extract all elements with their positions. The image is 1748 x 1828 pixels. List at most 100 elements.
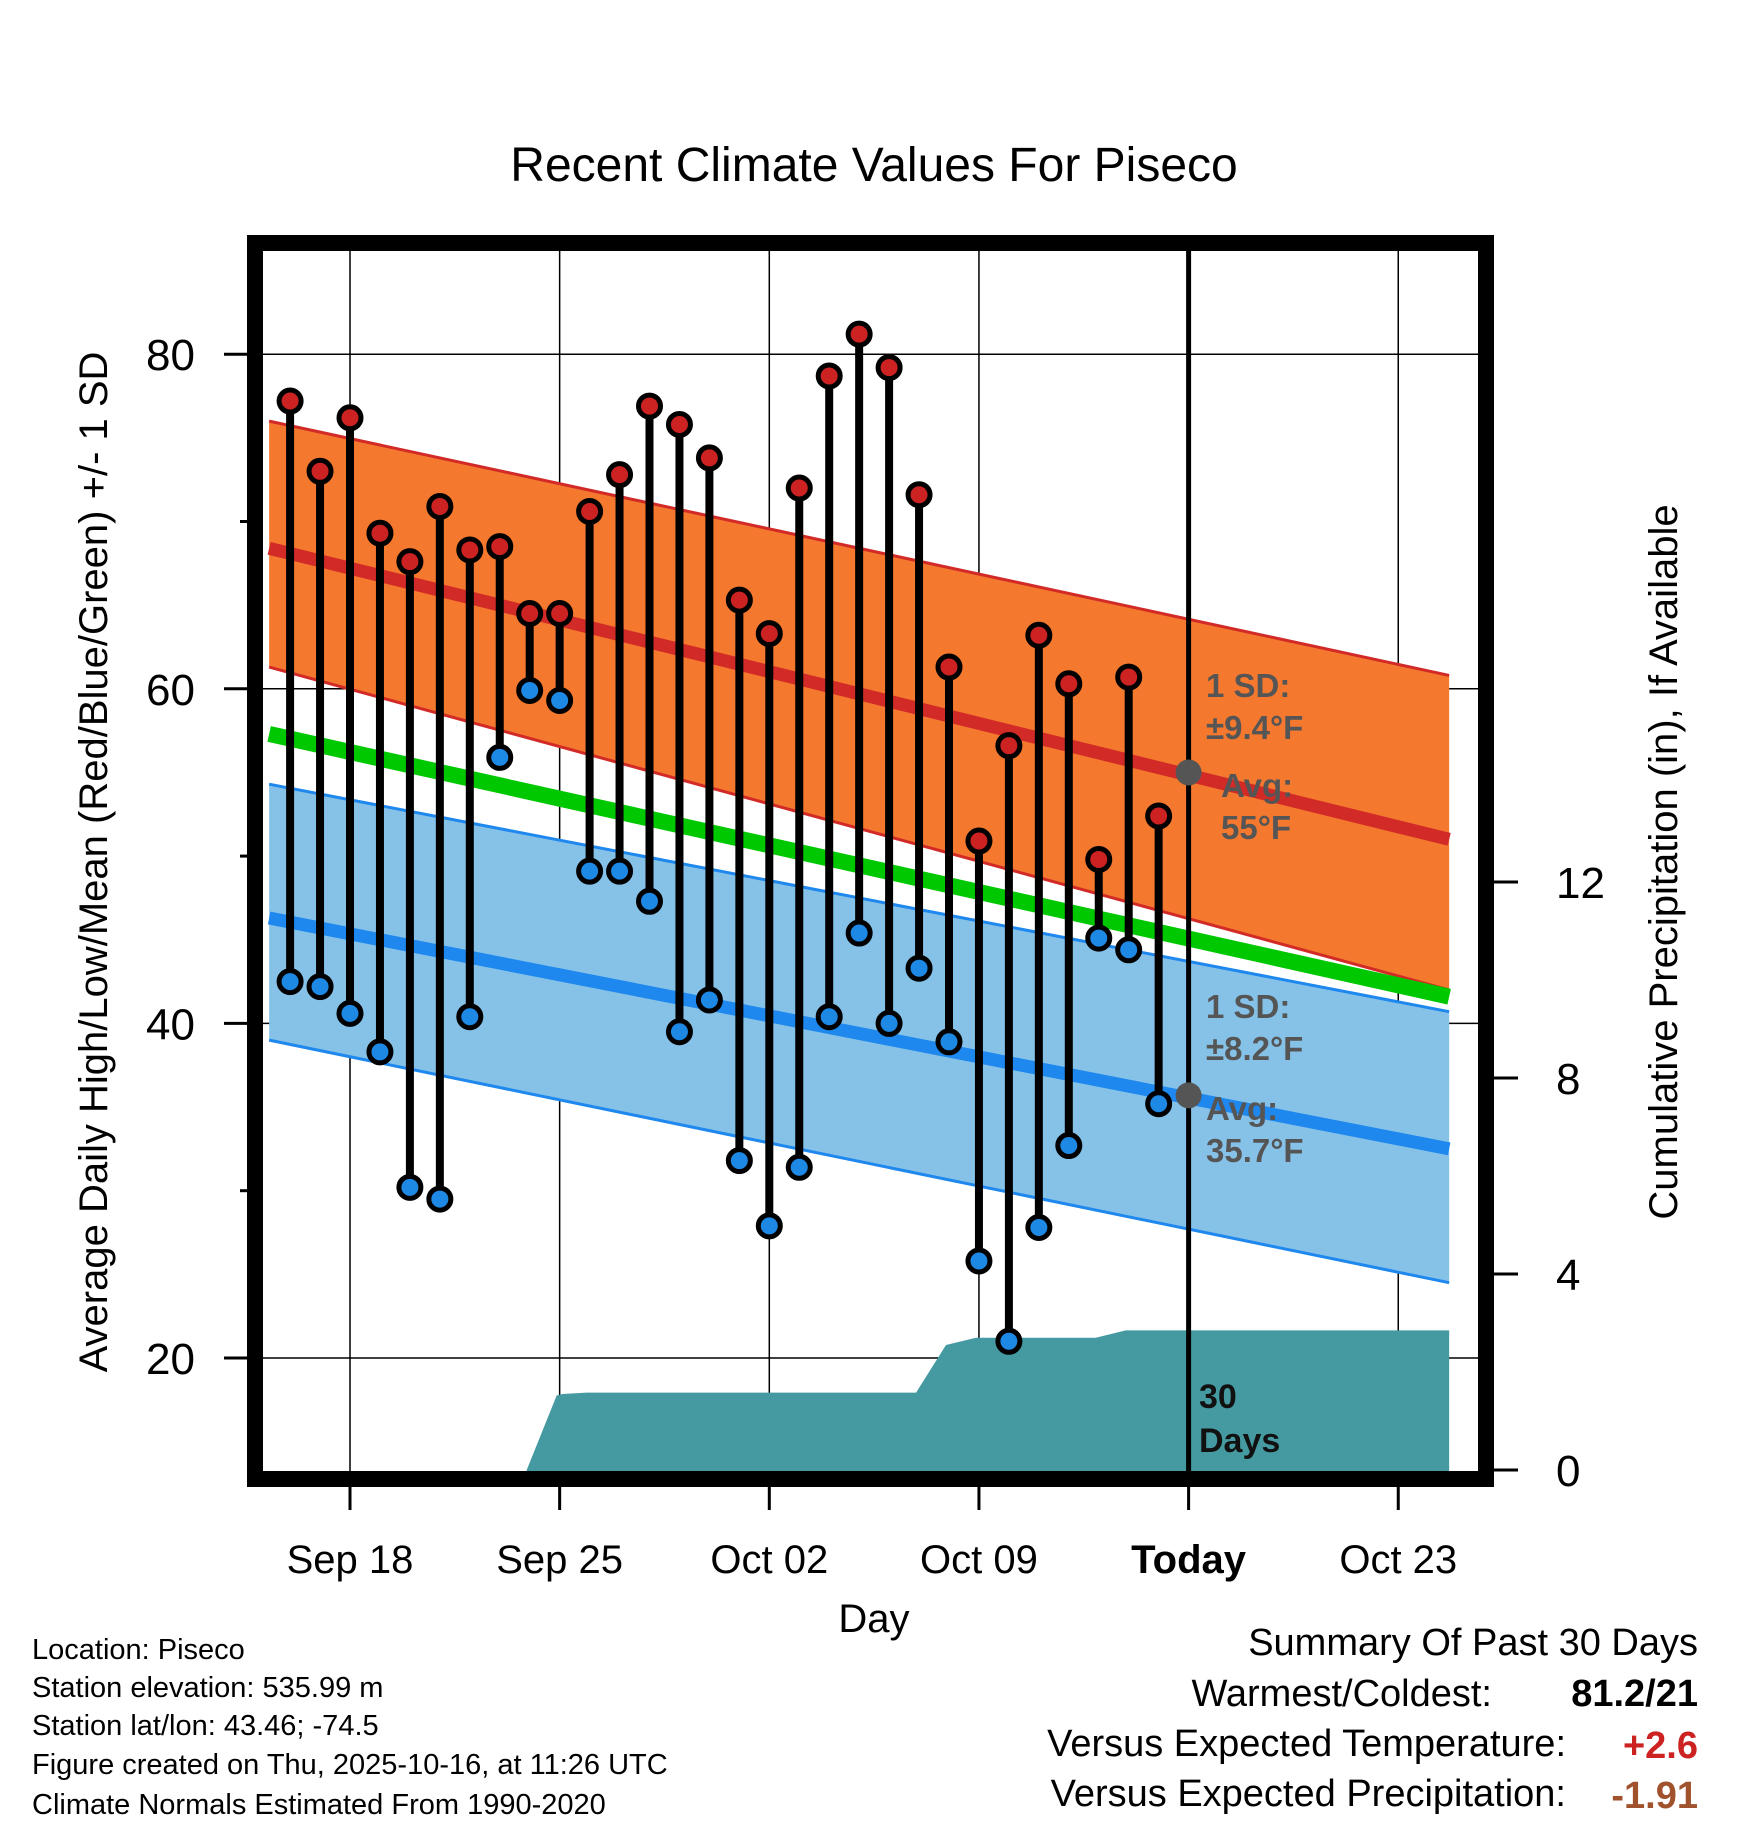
y-tick-label: 60: [146, 666, 195, 715]
y-axis-label: Average Daily High/Low/Mean (Red/Blue/Gr…: [72, 352, 116, 1373]
low-point: [695, 986, 723, 1014]
x-tick-label: Oct 02: [710, 1538, 828, 1582]
plot-area: 1 SD: ±9.4°F Avg: 55°F 1 SD: ±8.2°F Avg: 35.7°F…: [263, 251, 1478, 1471]
precip-vs-expected-label: Versus Expected Precipitation:: [1050, 1773, 1566, 1815]
high-sd-value: ±9.4°F: [1206, 709, 1303, 746]
high-point: [995, 732, 1023, 760]
x-tick-label: Today: [1131, 1538, 1247, 1582]
low-point: [1145, 1090, 1173, 1118]
low-point: [755, 1212, 783, 1240]
footer-created: Figure created on Thu, 2025-10-16, at 11…: [32, 1749, 668, 1781]
footer-elevation: Station elevation: 535.99 m: [32, 1672, 384, 1704]
high-point: [426, 492, 454, 520]
high-point: [516, 600, 544, 628]
low-point: [396, 1173, 424, 1201]
low-point: [815, 1003, 843, 1031]
chart-title: Recent Climate Values For Piseco: [510, 139, 1237, 192]
low-point: [456, 1003, 484, 1031]
high-point: [875, 354, 903, 382]
high-point: [725, 586, 753, 614]
footer-normals: Climate Normals Estimated From 1990-2020: [32, 1789, 606, 1821]
high-point: [1115, 663, 1143, 691]
period-label-unit: Days: [1199, 1422, 1280, 1460]
high-point: [606, 461, 634, 489]
x-tick-label: Sep 25: [496, 1538, 623, 1582]
temp-vs-expected-label: Versus Expected Temperature:: [1047, 1723, 1566, 1765]
high-point: [336, 404, 364, 432]
high-point: [665, 410, 693, 438]
low-point: [1025, 1214, 1053, 1242]
y-right-tick-label: 12: [1556, 859, 1605, 908]
low-point: [785, 1153, 813, 1181]
high-point: [845, 320, 873, 348]
low-point: [576, 857, 604, 885]
low-avg-label: Avg:: [1206, 1090, 1278, 1127]
y-tick-label: 80: [146, 331, 195, 380]
high-point: [965, 827, 993, 855]
footer-latlon: Station lat/lon: 43.46; -74.5: [32, 1710, 379, 1742]
warmest-coldest-value: 81.2/21: [1571, 1673, 1698, 1715]
low-point: [276, 968, 304, 996]
period-label-number: 30: [1199, 1378, 1237, 1416]
high-point: [785, 474, 813, 502]
y-right-tick-label: 8: [1556, 1055, 1580, 1104]
low-point: [965, 1247, 993, 1275]
x-tick-label: Oct 23: [1339, 1538, 1457, 1582]
low-point: [366, 1038, 394, 1066]
low-point: [995, 1327, 1023, 1355]
high-point: [546, 600, 574, 628]
low-sd-label: 1 SD:: [1206, 988, 1290, 1025]
low-point: [1085, 924, 1113, 952]
low-point: [725, 1147, 753, 1175]
low-avg-dot: [1175, 1082, 1202, 1109]
low-point: [845, 919, 873, 947]
summary-title: Summary Of Past 30 Days: [1248, 1622, 1698, 1664]
precip-area: [526, 1330, 1450, 1471]
warmest-coldest-label: Warmest/Coldest:: [1191, 1673, 1492, 1715]
high-avg-label: Avg:: [1221, 767, 1293, 804]
low-avg-value: 35.7°F: [1206, 1132, 1304, 1169]
low-sd-band-lower-edge: [268, 1038, 1450, 1285]
high-point: [1145, 802, 1173, 830]
precip-vs-expected-value: -1.91: [1611, 1775, 1698, 1817]
low-point: [875, 1009, 903, 1037]
y-tick-label: 40: [146, 1000, 195, 1049]
high-point: [576, 497, 604, 525]
high-point: [366, 519, 394, 547]
y-tick-label: 20: [146, 1335, 195, 1384]
high-point: [1025, 621, 1053, 649]
high-point: [815, 362, 843, 390]
high-point: [636, 392, 663, 420]
x-tick-label: Oct 09: [920, 1538, 1038, 1582]
high-avg-value: 55°F: [1221, 809, 1291, 846]
low-point: [935, 1028, 963, 1056]
high-point: [695, 444, 723, 472]
temp-vs-expected-value: +2.6: [1622, 1725, 1698, 1767]
high-point: [1055, 670, 1083, 698]
low-point: [1115, 936, 1143, 964]
low-point: [636, 887, 663, 915]
plot-frame: [247, 235, 1494, 1487]
x-axis-label: Day: [838, 1597, 909, 1641]
y-right-tick-label: 0: [1556, 1447, 1580, 1496]
high-point: [935, 653, 963, 681]
low-point: [516, 676, 544, 704]
low-point: [306, 973, 334, 1001]
low-point: [336, 999, 364, 1027]
high-point: [276, 387, 304, 415]
high-point: [1085, 845, 1113, 873]
footer-location: Location: Piseco: [32, 1634, 245, 1666]
high-point: [456, 536, 484, 564]
high-point: [306, 457, 334, 485]
low-point: [606, 857, 634, 885]
low-point: [426, 1185, 454, 1213]
y-right-tick-label: 4: [1556, 1251, 1580, 1300]
high-point: [905, 481, 933, 509]
low-point: [665, 1018, 693, 1046]
high-point: [396, 548, 424, 576]
low-point: [1055, 1132, 1083, 1160]
y-right-axis-label: Cumulative Precipitation (in), If Availa…: [1642, 504, 1686, 1219]
low-sd-value: ±8.2°F: [1206, 1030, 1303, 1067]
high-sd-label: 1 SD:: [1206, 667, 1290, 704]
